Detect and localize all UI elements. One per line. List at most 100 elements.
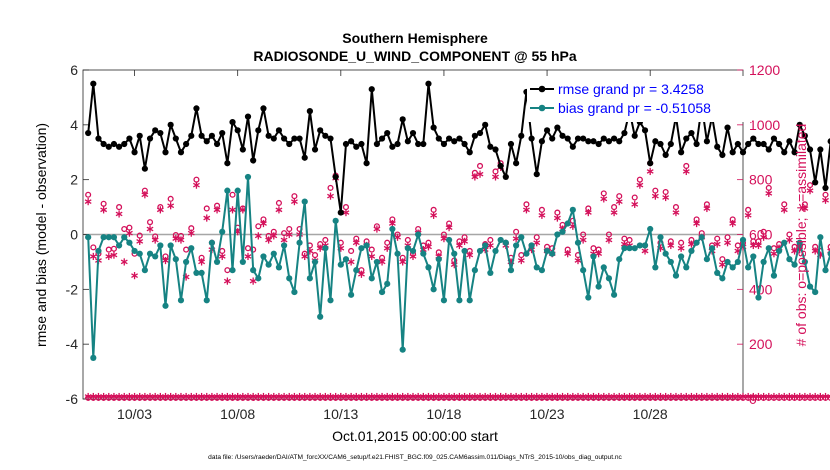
obs-assimilated-marker xyxy=(636,181,644,189)
bias-point xyxy=(105,234,112,241)
obs-possible-marker xyxy=(90,244,97,251)
rmse-point xyxy=(461,140,468,148)
obs-assimilated-marker xyxy=(151,236,159,244)
bias-point xyxy=(430,286,437,293)
obs-assimilated-marker xyxy=(342,208,350,217)
bias-point xyxy=(729,264,736,271)
rmse-point xyxy=(605,138,613,145)
bias-point xyxy=(518,234,525,241)
rmse-point xyxy=(85,129,92,137)
obs-assimilated-marker xyxy=(270,232,278,240)
rmse-point xyxy=(311,146,319,153)
rmse-point xyxy=(193,105,200,112)
obs-assimilated-marker xyxy=(455,241,463,250)
bias-point xyxy=(172,256,179,263)
obs-assimilated-marker xyxy=(115,210,123,218)
bias-point xyxy=(569,206,576,213)
rmse-point xyxy=(183,140,190,148)
obs-assimilated-marker xyxy=(713,240,721,248)
rmse-point xyxy=(394,140,401,148)
rmse-point xyxy=(801,132,808,139)
rmse-point xyxy=(610,135,618,142)
obs-assimilated-marker xyxy=(172,235,180,243)
bias-point xyxy=(657,234,664,241)
bias-point xyxy=(342,256,350,263)
bias-point xyxy=(714,269,721,276)
obs-assimilated-marker xyxy=(651,192,659,200)
bias-point xyxy=(90,354,97,361)
bias-point xyxy=(770,272,778,279)
rmse-point xyxy=(688,129,695,137)
y-tick-label-left: 4 xyxy=(70,117,78,133)
rmse-point xyxy=(358,140,365,148)
rmse-point xyxy=(652,138,659,145)
rmse-point xyxy=(600,135,607,142)
bias-point xyxy=(641,242,649,249)
bias-point xyxy=(183,258,190,266)
rmse-point xyxy=(739,149,747,156)
rmse-point xyxy=(219,129,226,137)
obs-assimilated-marker xyxy=(383,244,391,252)
y-tick-label-right: 1000 xyxy=(749,117,780,133)
bias-point xyxy=(502,239,509,246)
rmse-point xyxy=(765,146,772,153)
rmse-point xyxy=(152,127,159,134)
obs-assimilated-marker xyxy=(218,252,226,261)
bias-point xyxy=(492,247,499,255)
bias-point xyxy=(234,187,241,194)
rmse-point xyxy=(177,149,185,156)
obs-assimilated-marker xyxy=(744,211,752,219)
obs-assimilated-marker xyxy=(167,202,175,210)
obs-assimilated-marker xyxy=(533,239,541,247)
rmse-point xyxy=(724,124,731,131)
obs-assimilated-marker xyxy=(352,239,360,247)
bias-point xyxy=(703,256,711,263)
bias-point xyxy=(95,247,102,255)
bias-point xyxy=(590,253,597,260)
obs-assimilated-marker xyxy=(662,193,670,202)
bias-point xyxy=(306,275,313,282)
bias-point xyxy=(157,242,164,249)
rmse-point xyxy=(595,140,602,148)
obs-assimilated-marker xyxy=(249,277,257,285)
rmse-point xyxy=(327,135,334,142)
rmse-point xyxy=(621,129,628,137)
bias-point xyxy=(549,250,556,257)
rmse-point xyxy=(399,116,406,123)
obs-assimilated-marker xyxy=(553,214,561,222)
bias-point xyxy=(193,269,200,276)
bias-point xyxy=(626,245,633,252)
rmse-point xyxy=(822,184,829,191)
obs-assimilated-marker xyxy=(574,256,582,265)
obs-assimilated-marker xyxy=(584,208,592,217)
obs-assimilated-marker xyxy=(703,204,711,213)
obs-possible-marker xyxy=(167,195,174,202)
bias-point xyxy=(734,258,741,266)
legend-bias-label: bias grand pr = -0.51058 xyxy=(558,100,711,116)
rmse-point xyxy=(126,135,133,142)
obs-possible-marker xyxy=(116,204,123,211)
rmse-point xyxy=(440,140,448,148)
bias-point xyxy=(291,288,298,296)
legend: rmse grand pr = 3.4258 bias grand pr = -… xyxy=(527,76,752,122)
bias-point xyxy=(610,291,618,298)
rmse-point xyxy=(363,160,370,167)
y-tick-label-right: 800 xyxy=(749,172,773,188)
obs-assimilated-marker xyxy=(260,219,267,228)
rmse-point xyxy=(270,135,277,142)
bias-point xyxy=(373,258,381,266)
rmse-point xyxy=(342,140,350,148)
rmse-point xyxy=(549,135,556,142)
rmse-point xyxy=(770,135,778,142)
bias-point xyxy=(260,253,267,260)
obs-possible-marker xyxy=(327,184,334,191)
rmse-point xyxy=(157,129,164,137)
obs-possible-marker xyxy=(121,225,128,233)
obs-assimilated-marker xyxy=(564,250,572,258)
bias-point xyxy=(827,250,830,257)
rmse-point xyxy=(703,138,711,145)
rmse-point xyxy=(590,138,597,145)
bias-point xyxy=(322,245,329,252)
obs-assimilated-marker xyxy=(667,241,675,250)
rmse-point xyxy=(409,129,417,137)
